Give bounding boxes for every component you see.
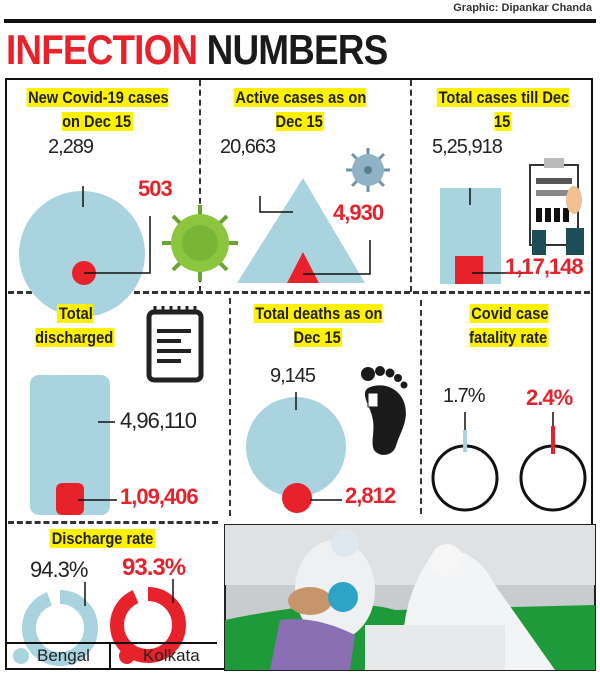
legend-kolkata: Kolkata [143,646,200,665]
kolkata-bubble [282,483,312,513]
kolkata-value: 2.4% [526,385,573,410]
legend: Bengal Kolkata [7,642,217,668]
bengal-value: 94.3% [30,557,88,582]
kolkata-legend-swatch [119,648,135,664]
leader-line [259,196,293,213]
kolkata-bar [56,483,84,515]
bengal-donut [22,590,98,666]
panel-deaths-title: Total deaths as on Dec 15 [253,304,383,347]
kolkata-triangle [287,252,319,283]
page-title: INFECTION NUMBERS [6,26,389,74]
bengal-value: 20,663 [220,136,276,158]
bengal-value: 4,96,110 [120,408,197,433]
panel-fatality-title: Covid case fatality rate [469,304,549,347]
bengal-value: 2,289 [48,136,94,158]
divider [420,300,422,514]
kolkata-value: 2,812 [345,483,396,508]
legend-divider [109,644,111,668]
legend-bengal: Bengal [37,646,90,665]
footprint-icon [361,366,408,455]
title-part1: INFECTION [6,26,198,73]
divider [8,521,218,524]
bengal-bubble [246,397,346,497]
notepad-icon [146,306,204,383]
kolkata-value: 1,17,148 [505,254,584,279]
kolkata-donut [110,587,186,663]
panel-total-cases-title: Total cases till Dec 15 [436,88,570,131]
kolkata-gauge-mark [551,426,555,454]
panel-discharged-title: Total discharged [35,304,115,347]
top-rule [4,19,596,23]
clipboard-icon [529,158,584,255]
leader-line [303,240,371,275]
divider [8,291,590,294]
graphic-credit: Graphic: Dipankar Chanda [453,2,592,14]
virus-icon [162,205,238,281]
bengal-gauge-mark [463,430,467,452]
bengal-bubble [19,191,145,317]
bengal-value: 9,145 [270,365,316,387]
leader-line [84,216,151,274]
healthcare-worker-photo [224,524,596,671]
kolkata-value: 93.3% [122,554,186,581]
title-part2: NUMBERS [206,26,389,73]
bengal-value: 5,25,918 [432,136,503,158]
divider [410,80,412,292]
bengal-bar [30,375,110,515]
divider [229,298,231,516]
kolkata-bar [455,256,483,284]
divider [199,80,201,292]
kolkata-value: 1,09,406 [120,484,199,509]
bengal-triangle [237,178,365,283]
virus-icon [346,148,390,192]
panel-discharge-rate-title: Discharge rate [49,529,156,548]
bengal-legend-swatch [13,648,29,664]
kolkata-value: 4,930 [333,200,384,225]
kolkata-value: 503 [138,176,173,201]
leader-line [472,262,528,274]
panel-new-cases-title: New Covid-19 cases on Dec 15 [26,88,169,131]
panel-active-cases-title: Active cases as on Dec 15 [233,88,367,131]
bengal-value: 1.7% [443,385,486,407]
